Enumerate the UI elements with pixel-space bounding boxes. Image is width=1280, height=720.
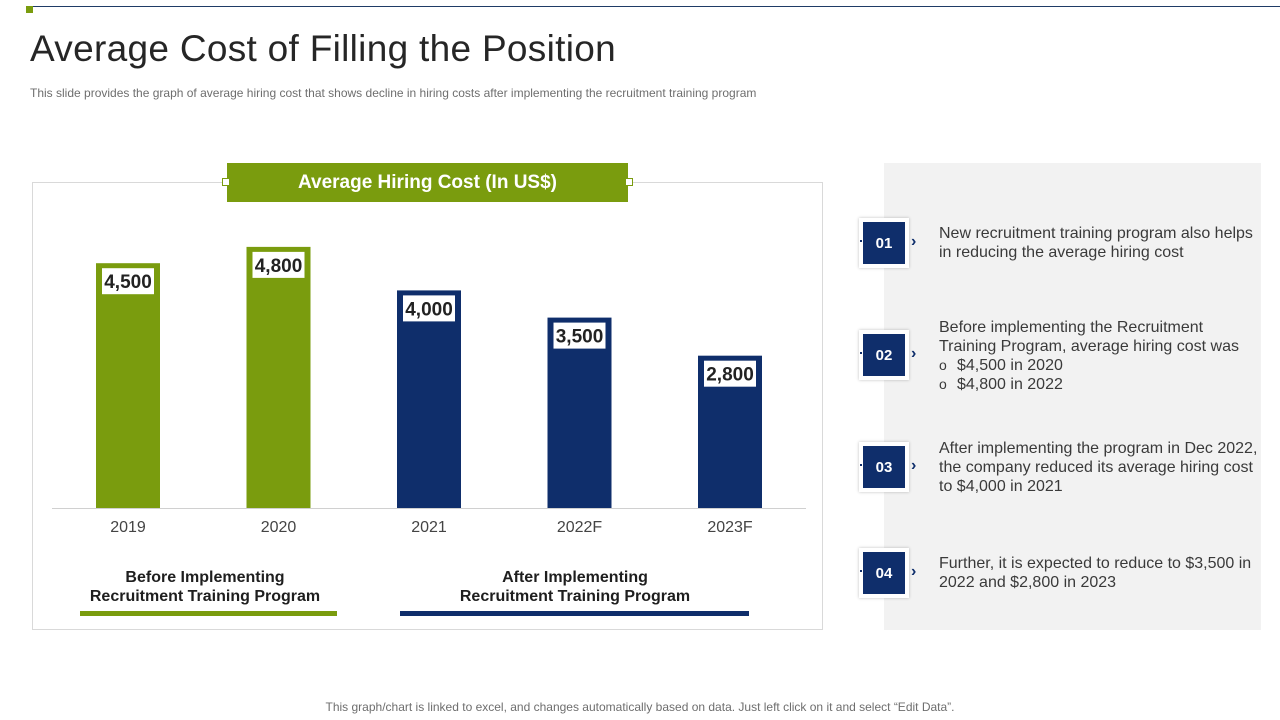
data-label: 3,500 — [556, 327, 604, 348]
x-tick-label: 2021 — [411, 519, 447, 536]
dot-marker-icon — [860, 352, 862, 354]
note-text: After implementing the program in Dec 20… — [939, 439, 1259, 496]
note-number-box: 02 — [859, 330, 909, 380]
note-number: 04 — [863, 552, 905, 594]
group-label-before: Before Implementing Recruitment Training… — [55, 568, 355, 606]
notes-panel — [884, 163, 1261, 630]
top-accent-mark — [26, 6, 33, 13]
chevron-right-icon: › — [911, 233, 917, 250]
banner-right-handle — [625, 178, 633, 186]
group-underline-after — [400, 611, 749, 616]
x-tick-label: 2019 — [110, 519, 146, 536]
note-paragraph: Further, it is expected to reduce to $3,… — [939, 555, 1252, 591]
note-number: 02 — [863, 334, 905, 376]
note-text: Before implementing the Recruitment Trai… — [939, 318, 1259, 394]
bar[interactable] — [397, 290, 461, 508]
bar[interactable] — [547, 317, 612, 508]
note-number-box: 04 — [859, 548, 909, 598]
footer-note: This graph/chart is linked to excel, and… — [325, 700, 955, 714]
group-label-after: After Implementing Recruitment Training … — [425, 568, 725, 606]
note-number: 01 — [863, 222, 905, 264]
note-paragraph: Before implementing the Recruitment Trai… — [939, 319, 1239, 355]
group-label-after-line1: After Implementing — [502, 569, 648, 586]
chevron-right-icon: › — [911, 345, 917, 362]
chevron-right-icon: › — [911, 457, 917, 474]
note-number-box: 01 — [859, 218, 909, 268]
x-tick-label: 2022F — [557, 519, 603, 536]
banner-left-handle — [222, 178, 230, 186]
note-number-box: 03 — [859, 442, 909, 492]
top-rule — [26, 6, 1280, 7]
x-tick-label: 2023F — [707, 519, 753, 536]
data-label: 4,800 — [255, 256, 303, 277]
dot-marker-icon — [860, 570, 862, 572]
data-label: 4,500 — [104, 272, 152, 293]
group-underline-before — [80, 611, 337, 616]
bar[interactable] — [96, 263, 160, 508]
note-bullet-list: $4,500 in 2020 $4,800 in 2022 — [939, 356, 1259, 394]
note-paragraph: New recruitment training program also he… — [939, 225, 1253, 261]
note-bullet: $4,500 in 2020 — [939, 356, 1259, 375]
data-label-box — [553, 322, 606, 349]
page-subtitle: This slide provides the graph of average… — [30, 86, 757, 100]
chevron-right-icon: › — [911, 563, 917, 580]
page-title: Average Cost of Filling the Position — [30, 28, 616, 69]
note-text: Further, it is expected to reduce to $3,… — [939, 554, 1259, 592]
dot-marker-icon — [860, 464, 862, 466]
bar[interactable] — [246, 246, 311, 508]
chart-title-banner: Average Hiring Cost (In US$) — [222, 163, 633, 202]
data-label: 4,000 — [405, 299, 453, 320]
data-label-box — [704, 360, 756, 387]
note-paragraph: After implementing the program in Dec 20… — [939, 440, 1258, 495]
note-bullet: $4,800 in 2022 — [939, 375, 1259, 394]
dot-marker-icon — [860, 240, 862, 242]
group-label-before-line2: Recruitment Training Program — [89, 588, 321, 605]
note-number: 03 — [863, 446, 905, 488]
data-label-box — [102, 268, 154, 295]
group-label-before-line1: Before Implementing — [125, 569, 285, 586]
data-label: 2,800 — [706, 365, 754, 386]
data-label-box — [252, 251, 305, 278]
chart-title: Average Hiring Cost (In US$) — [297, 171, 557, 193]
group-label-after-line2: Recruitment Training Program — [459, 588, 691, 605]
x-tick-label: 2020 — [261, 519, 297, 536]
data-label-box — [403, 295, 455, 322]
note-text: New recruitment training program also he… — [939, 224, 1259, 262]
